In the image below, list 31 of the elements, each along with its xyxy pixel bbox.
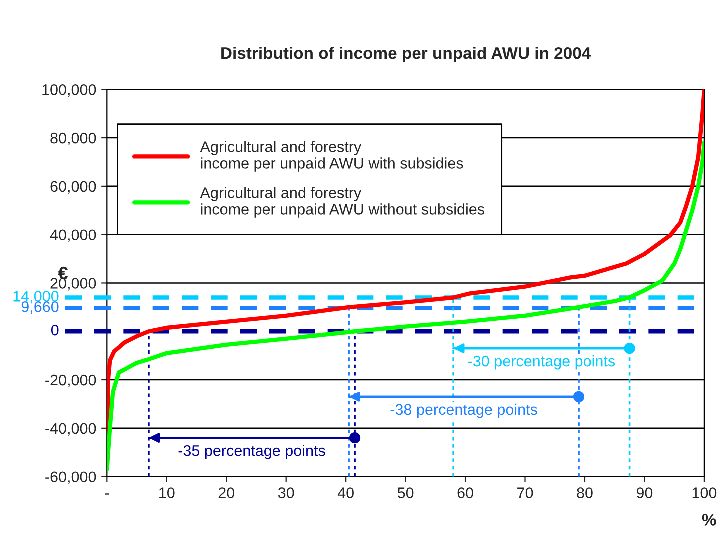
line-series: [107, 140, 704, 472]
ref-line-label: 14,000: [14, 291, 59, 304]
x-tick-label: 40: [338, 488, 354, 498]
x-tick-label: -: [105, 494, 110, 495]
x-tick-label: 50: [398, 488, 414, 498]
legend-label: Agricultural and forestry income per unpaid AWU without subsidies: [200, 187, 484, 218]
x-tick-label: 80: [577, 488, 593, 498]
y-tick-label: 40,000: [50, 230, 96, 242]
y-tick-label: -20,000: [46, 374, 96, 388]
x-tick-label: 10: [160, 488, 175, 498]
legend-label: Agricultural and forestry income per unpaid AWU with subsidies: [200, 141, 464, 172]
chart-title: Distribution of income per unpaid AWU in 2004: [222, 47, 592, 63]
y-tick-label: 80,000: [50, 132, 96, 146]
series-label: -38 percentage points: [390, 404, 538, 418]
x-tick-label: 90: [636, 488, 653, 498]
y-tick-label: -40,000: [46, 423, 96, 436]
x-axis-title: %: [702, 514, 716, 526]
y-tick-label: 20,000: [50, 278, 96, 291]
x-tick-label: 60: [458, 488, 474, 498]
series-label: -30 percentage points: [468, 356, 616, 370]
y-tick-label: 60,000: [50, 181, 96, 194]
ref-line-label: 9,660: [22, 302, 59, 314]
x-tick-label: 100: [692, 488, 717, 498]
series-label: -35 percentage points: [178, 445, 326, 460]
y-axis-title: €: [58, 266, 68, 280]
y-tick-label: -60,000: [46, 472, 96, 484]
y-tick-label: 100,000: [42, 84, 96, 98]
ref-line-label: 0: [51, 324, 59, 336]
x-tick-label: 20: [218, 488, 235, 498]
x-tick-label: 70: [518, 488, 534, 498]
x-tick-label: 30: [278, 488, 294, 498]
